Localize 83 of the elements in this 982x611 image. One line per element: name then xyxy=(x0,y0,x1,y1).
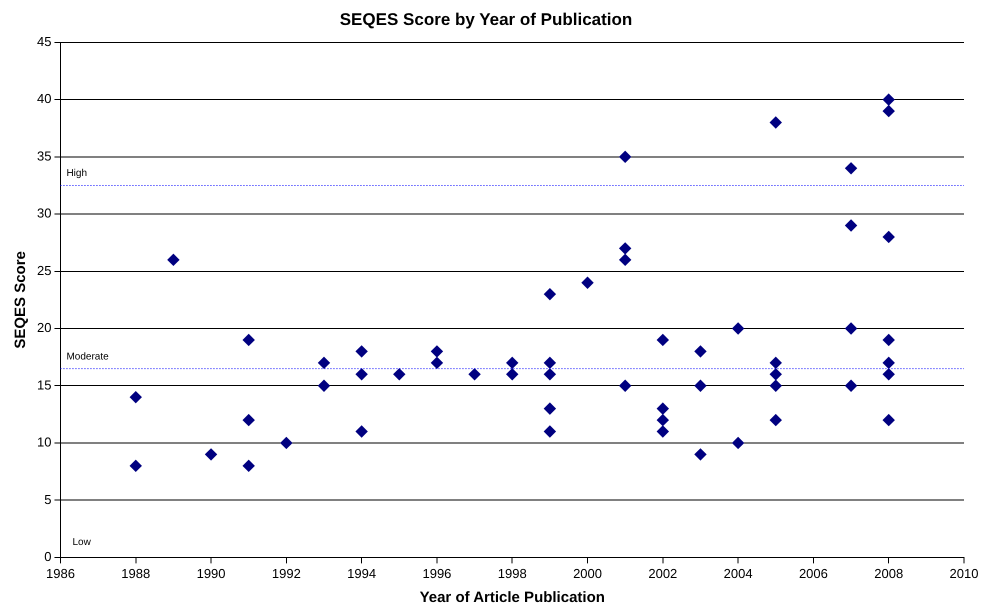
x-tick-label: 1986 xyxy=(46,566,75,581)
point xyxy=(845,380,858,392)
y-tick-label: 10 xyxy=(36,434,52,450)
y-tick-label: 45 xyxy=(36,34,52,49)
point xyxy=(356,368,368,380)
point xyxy=(506,368,518,380)
point xyxy=(506,356,518,369)
ref-line-label: Moderate xyxy=(66,351,110,362)
point xyxy=(544,368,556,380)
point xyxy=(732,322,744,335)
y-axis-title: SEQES Score xyxy=(12,251,30,349)
point xyxy=(770,380,782,392)
point xyxy=(845,322,858,335)
annotation: Low xyxy=(72,537,92,548)
point xyxy=(882,334,895,346)
point xyxy=(430,345,443,358)
x-tick-label: 2004 xyxy=(724,566,753,581)
x-tick-label: 2008 xyxy=(874,566,904,581)
point xyxy=(845,162,858,174)
y-tick-label: 25 xyxy=(36,262,52,278)
point xyxy=(694,380,706,392)
point xyxy=(318,380,330,392)
point xyxy=(280,436,292,449)
point xyxy=(544,402,556,415)
point xyxy=(205,448,218,460)
point xyxy=(882,368,895,380)
point xyxy=(356,426,368,438)
x-axis-title: Year of Article Publication xyxy=(420,589,605,606)
x-tick-label: 1994 xyxy=(347,566,376,581)
ref-line-label: High xyxy=(66,168,88,180)
y-tick-label: 30 xyxy=(36,206,52,221)
point xyxy=(242,334,255,346)
point xyxy=(619,150,632,163)
point xyxy=(656,426,669,438)
x-tick-label: 2000 xyxy=(573,566,602,581)
point xyxy=(430,356,443,369)
point xyxy=(356,345,368,358)
point xyxy=(732,436,744,449)
point xyxy=(393,368,406,380)
point xyxy=(544,288,556,300)
point xyxy=(882,414,895,426)
x-tick-label: 2006 xyxy=(798,566,828,581)
point xyxy=(167,254,180,266)
point xyxy=(242,414,255,426)
point xyxy=(882,230,895,243)
point xyxy=(318,356,330,369)
chart-title: SEQES Score by Year of Publication xyxy=(340,10,632,29)
y-tick-label: 0 xyxy=(44,548,52,564)
point xyxy=(882,105,895,118)
point xyxy=(656,414,669,426)
point xyxy=(882,94,895,106)
y-tick-label: 5 xyxy=(44,492,52,507)
point xyxy=(770,368,782,380)
point xyxy=(845,220,858,232)
x-tick-label: 2010 xyxy=(950,566,978,581)
point xyxy=(130,391,142,404)
y-tick-label: 15 xyxy=(36,377,52,392)
point xyxy=(468,368,481,380)
x-tick-label: 1996 xyxy=(422,566,452,581)
point xyxy=(619,254,632,266)
point xyxy=(694,448,706,460)
y-tick-label: 20 xyxy=(36,320,52,336)
point xyxy=(694,345,706,358)
y-tick-label: 40 xyxy=(36,91,52,106)
point xyxy=(882,356,895,369)
x-tick-label: 1998 xyxy=(498,566,527,581)
point xyxy=(242,460,255,472)
point xyxy=(130,460,142,472)
x-tick-label: 2002 xyxy=(648,566,678,581)
x-tick-label: 1992 xyxy=(272,566,301,581)
point xyxy=(619,380,632,392)
point xyxy=(544,426,556,438)
point xyxy=(656,402,669,415)
point xyxy=(656,334,669,346)
x-tick-label: 1988 xyxy=(121,566,150,581)
point xyxy=(619,242,632,254)
point xyxy=(544,356,556,369)
point xyxy=(770,116,782,129)
point xyxy=(770,356,782,369)
y-tick-label: 35 xyxy=(36,148,52,164)
point xyxy=(770,414,782,426)
x-tick-label: 1990 xyxy=(196,566,226,581)
point xyxy=(582,276,594,289)
